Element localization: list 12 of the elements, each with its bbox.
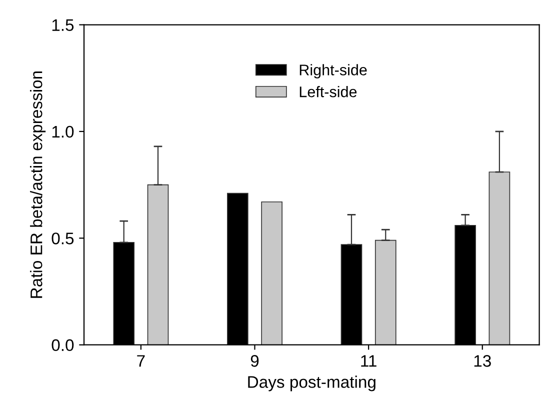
x-tick-label: 11 [361,355,376,367]
x-tick-label: 7 [137,355,145,367]
x-axis-title: Days post-mating [248,376,376,392]
y-tick-label: 0.5 [52,232,74,244]
y-tick-label: 1.0 [52,126,74,138]
y-tick-label: 1.5 [52,19,74,31]
x-tick-label: 9 [250,355,259,367]
y-tick-label: 0.0 [52,339,74,352]
y-axis-title: Ratio ER beta/actin expression [30,71,46,298]
x-tick-label: 13 [474,355,491,367]
legend-label: Left-side [300,86,357,98]
legend-label: Right-side [300,64,367,78]
